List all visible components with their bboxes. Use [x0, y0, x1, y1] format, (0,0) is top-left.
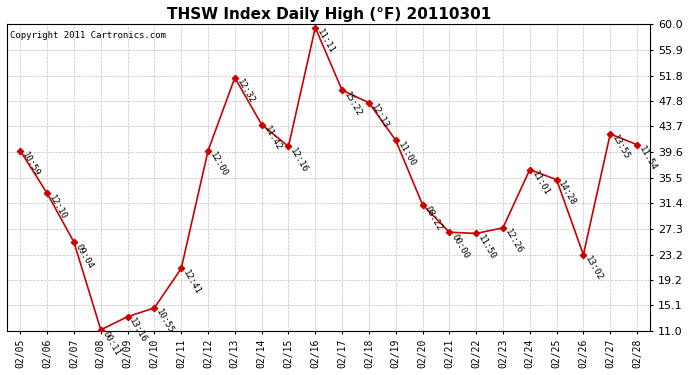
Text: 12:00: 12:00: [208, 151, 229, 178]
Point: [524, 166, 535, 172]
Text: 12:16: 12:16: [288, 147, 310, 174]
Point: [364, 100, 375, 106]
Point: [310, 25, 321, 31]
Text: 12:41: 12:41: [181, 268, 202, 296]
Point: [14, 148, 26, 154]
Point: [551, 177, 562, 183]
Text: 10:59: 10:59: [20, 151, 41, 178]
Text: 11:01: 11:01: [530, 170, 551, 197]
Text: 00:00: 00:00: [449, 232, 471, 260]
Point: [229, 75, 240, 81]
Text: 12:10: 12:10: [47, 194, 68, 221]
Point: [176, 266, 187, 272]
Text: 11:11: 11:11: [315, 28, 337, 56]
Point: [390, 137, 401, 143]
Point: [337, 87, 348, 93]
Text: 13:02: 13:02: [583, 255, 604, 282]
Text: 13:55: 13:55: [610, 134, 631, 162]
Point: [444, 229, 455, 235]
Text: 14:28: 14:28: [557, 180, 578, 207]
Text: 11:42: 11:42: [262, 124, 283, 152]
Point: [497, 225, 509, 231]
Point: [471, 231, 482, 237]
Point: [631, 142, 642, 148]
Text: Copyright 2011 Cartronics.com: Copyright 2011 Cartronics.com: [10, 31, 166, 40]
Text: 12:13: 12:13: [369, 103, 390, 130]
Text: 10:55: 10:55: [155, 308, 176, 336]
Point: [604, 131, 615, 137]
Point: [417, 202, 428, 208]
Text: 13:16: 13:16: [128, 316, 149, 344]
Text: 08:22: 08:22: [422, 205, 444, 232]
Point: [256, 122, 267, 128]
Point: [283, 144, 294, 150]
Text: 09:04: 09:04: [74, 242, 95, 270]
Text: 12:32: 12:32: [235, 78, 256, 105]
Point: [68, 239, 79, 245]
Text: 12:26: 12:26: [503, 228, 524, 256]
Text: 11:54: 11:54: [637, 145, 658, 172]
Text: 11:00: 11:00: [395, 140, 417, 168]
Point: [95, 327, 106, 333]
Point: [149, 305, 160, 311]
Point: [202, 148, 213, 154]
Title: THSW Index Daily High (°F) 20110301: THSW Index Daily High (°F) 20110301: [166, 7, 491, 22]
Point: [122, 314, 133, 320]
Point: [578, 252, 589, 258]
Text: 11:50: 11:50: [476, 234, 497, 261]
Text: 00:11: 00:11: [101, 330, 122, 358]
Text: 15:22: 15:22: [342, 90, 364, 118]
Point: [41, 190, 52, 196]
